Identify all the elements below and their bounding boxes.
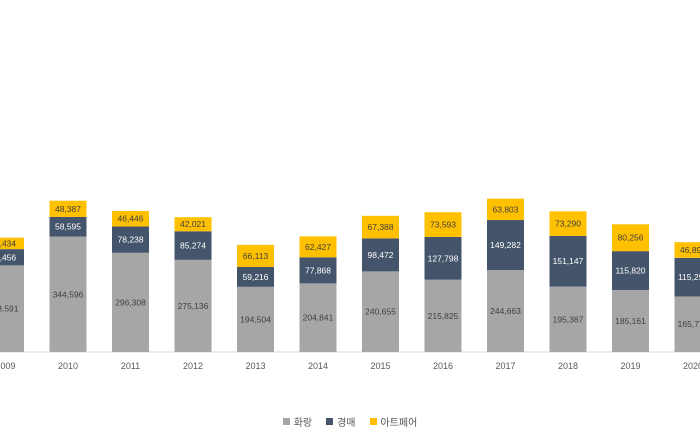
data-label-auction-2020: 115,298 xyxy=(678,272,700,282)
data-label-gallery-2012: 275,136 xyxy=(178,301,209,311)
legend-label-gallery: 화랑 xyxy=(294,414,312,429)
data-label-artfair-2018: 73,290 xyxy=(555,219,581,229)
data-label-artfair-2011: 46,446 xyxy=(118,214,144,224)
legend-label-artfair: 아트페어 xyxy=(381,414,418,429)
x-tick-label-2013: 2013 xyxy=(245,361,265,371)
data-label-auction-2010: 58,595 xyxy=(55,222,81,232)
legend-swatch-gallery xyxy=(283,418,290,425)
x-tick-label-2016: 2016 xyxy=(433,361,453,371)
data-label-artfair-2019: 80,256 xyxy=(618,233,644,243)
legend-item-gallery: 화랑 xyxy=(283,414,312,429)
x-tick-label-2010: 2010 xyxy=(58,361,78,371)
data-label-auction-2018: 151,147 xyxy=(553,256,584,266)
x-tick-label-2017: 2017 xyxy=(495,361,515,371)
data-label-auction-2016: 127,798 xyxy=(428,253,459,263)
data-label-gallery-2017: 244,663 xyxy=(490,306,521,316)
data-label-artfair-2013: 66,113 xyxy=(243,251,269,261)
data-label-gallery-2011: 296,308 xyxy=(115,297,146,307)
data-label-gallery-2019: 185,161 xyxy=(615,316,646,326)
data-label-gallery-2015: 240,655 xyxy=(365,307,396,317)
legend-swatch-artfair xyxy=(370,418,377,425)
data-label-auction-2015: 98,472 xyxy=(368,250,394,260)
data-label-gallery-2009: 58,591 xyxy=(0,304,19,314)
data-label-auction-2019: 115,820 xyxy=(615,266,645,276)
legend-item-artfair: 아트페어 xyxy=(370,414,418,429)
data-label-artfair-2016: 73,593 xyxy=(430,220,456,230)
data-label-artfair-2014: 62,427 xyxy=(305,242,331,252)
data-label-auction-2011: 78,238 xyxy=(118,235,144,245)
data-label-artfair-2015: 67,388 xyxy=(368,222,394,232)
data-label-gallery-2020: 165,775 xyxy=(678,319,700,329)
legend-item-auction: 경매 xyxy=(326,414,355,429)
x-tick-label-2020: 2020 xyxy=(683,361,700,371)
data-label-auction-2017: 149,282 xyxy=(490,240,521,250)
x-tick-label-2019: 2019 xyxy=(620,361,640,371)
data-label-artfair-2009: 4,434 xyxy=(0,238,16,248)
x-tick-label-2009: 2009 xyxy=(0,361,16,371)
data-label-gallery-2010: 344,596 xyxy=(53,289,84,299)
data-label-auction-2014: 77,868 xyxy=(305,265,331,275)
data-label-gallery-2016: 215,825 xyxy=(428,311,459,321)
data-label-gallery-2013: 194,504 xyxy=(240,314,271,324)
x-tick-label-2012: 2012 xyxy=(183,361,203,371)
data-label-artfair-2010: 48,387 xyxy=(55,204,81,214)
legend-label-auction: 경매 xyxy=(337,414,355,429)
data-label-artfair-2020: 46,890 xyxy=(680,245,700,255)
x-tick-label-2014: 2014 xyxy=(308,361,328,371)
data-label-artfair-2017: 63,803 xyxy=(493,204,519,214)
x-tick-label-2011: 2011 xyxy=(121,361,140,371)
data-label-artfair-2012: 42,021 xyxy=(180,219,206,229)
legend: 화랑 경매 아트페어 xyxy=(0,414,700,429)
x-tick-label-2018: 2018 xyxy=(558,361,578,371)
x-tick-label-2015: 2015 xyxy=(370,361,390,371)
legend-swatch-auction xyxy=(326,418,333,425)
data-label-gallery-2014: 204,841 xyxy=(303,313,334,323)
data-label-gallery-2018: 195,387 xyxy=(553,314,584,324)
data-label-auction-2012: 85,274 xyxy=(180,241,206,251)
data-label-auction-2009: 8,456 xyxy=(0,252,16,262)
data-label-auction-2013: 59,216 xyxy=(243,272,269,282)
